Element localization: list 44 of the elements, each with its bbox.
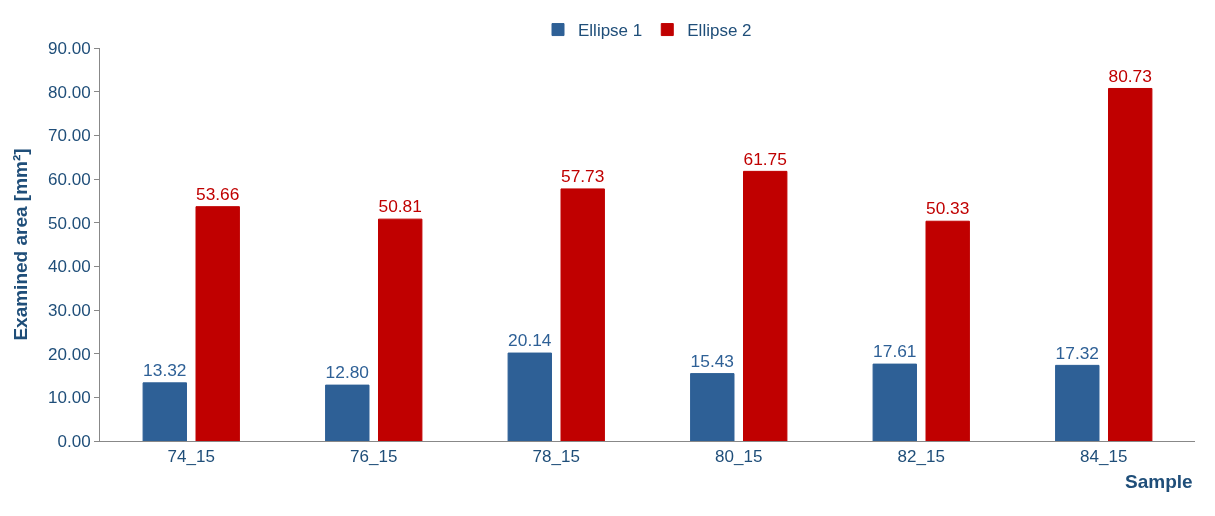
x-tick-label: 74_15 [167,447,215,467]
bar [1108,87,1153,441]
x-tick-label: 82_15 [897,447,945,467]
bar [507,352,552,441]
y-tick-label: 30.00 [48,300,91,320]
y-tick-label: 80.00 [48,82,91,102]
bar [743,170,788,441]
legend-label: Ellipse 1 [578,21,643,41]
data-label: 15.43 [690,350,734,371]
data-label: 17.61 [873,341,917,362]
bar [872,363,917,441]
data-label: 20.14 [508,330,552,351]
y-tick-label: 70.00 [48,126,91,146]
x-tick-label: 84_15 [1080,447,1128,467]
x-axis-title: Sample [1125,471,1193,492]
data-label: 12.80 [325,362,369,383]
data-label: 50.33 [926,198,970,219]
data-label: 61.75 [743,148,787,169]
y-tick-label: 50.00 [48,213,91,233]
y-tick-label: 10.00 [48,388,91,408]
x-tick-label: 78_15 [532,447,580,467]
bar [1055,364,1100,441]
data-label: 53.66 [196,183,240,204]
bar [142,382,187,441]
y-tick-label: 60.00 [48,169,91,189]
y-tick-label: 20.00 [48,344,91,364]
y-tick-label: 90.00 [48,38,91,58]
data-label: 57.73 [561,166,605,187]
y-tick-label: 0.00 [57,431,91,451]
data-label: 17.32 [1055,342,1099,363]
y-tick-label: 40.00 [48,257,91,277]
bar [690,373,735,441]
x-tick-label: 80_15 [715,447,763,467]
x-tick-label: 76_15 [350,447,398,467]
legend-label: Ellipse 2 [687,21,752,41]
bar [195,206,240,441]
bar [560,188,605,441]
data-label: 50.81 [378,196,422,217]
bar [325,384,370,441]
data-label: 80.73 [1108,65,1152,86]
y-axis-title: Examined area [mm²] [9,148,31,341]
data-label: 13.32 [143,359,187,380]
bar [925,220,970,441]
bar [378,218,423,441]
